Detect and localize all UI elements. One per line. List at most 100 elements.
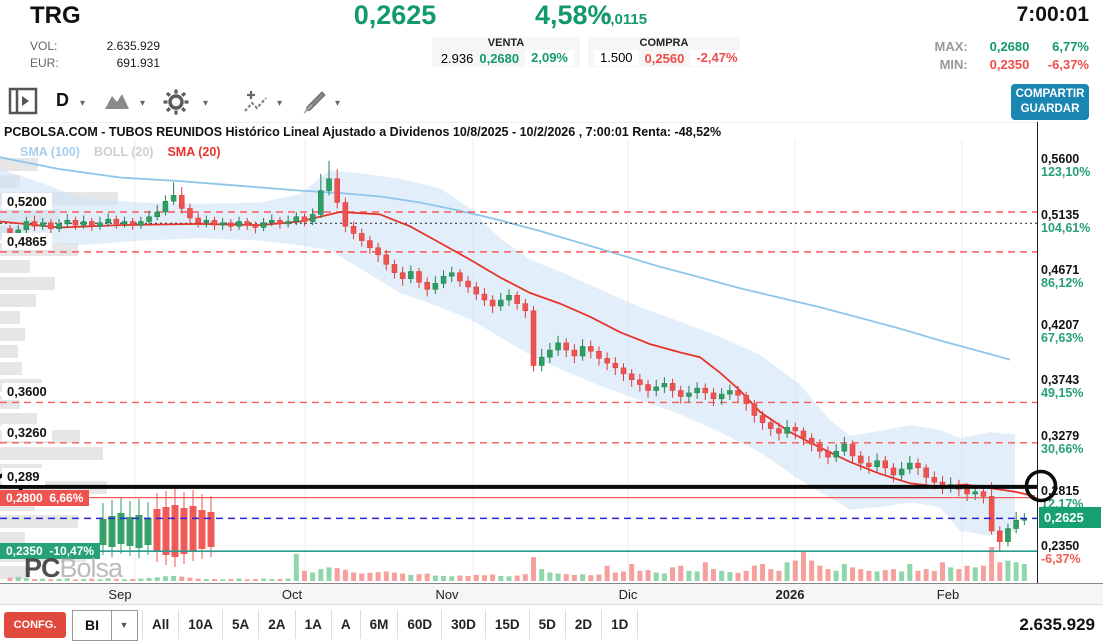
ask-percent: 2,09% [525,50,574,66]
add-indicator-icon [244,91,267,112]
watermark-bold: PC [24,553,61,583]
candle [277,220,283,225]
max-percent: 6,77% [1052,39,1089,54]
candle [898,468,905,476]
timeframe-button[interactable]: D [56,90,69,110]
period-button-5a[interactable]: 5A [223,610,260,639]
eur-row: EUR: 691.931 [30,56,160,70]
candle [841,443,848,452]
candle [620,367,627,375]
x-axis-label: Sep [108,587,132,602]
candle [645,384,651,391]
candle [866,462,872,467]
period-button-10a[interactable]: 10A [179,610,224,639]
settings-caret-icon[interactable]: ▾ [203,98,209,109]
candle [972,491,978,495]
price-axis[interactable]: 0,5600 123,10% 0,5135 104,61% 0,4671 86,12% 0,… [1037,122,1103,583]
gear-icon [163,89,189,115]
chart-style-caret-icon[interactable]: ▾ [140,98,146,109]
candle [170,195,177,202]
pencil-icon [303,91,326,114]
period-button-1d[interactable]: 1D [602,610,639,639]
panel-toggle-button[interactable] [8,86,38,121]
candle [146,216,152,222]
chart-style-button[interactable] [104,92,130,115]
settings-button[interactable] [163,89,189,120]
candle [784,427,790,434]
candle [375,247,381,256]
candle [588,346,594,352]
candle [318,190,324,215]
ask-quantity: 2.936 [440,50,474,66]
candle [522,303,529,312]
min-label: MIN: [939,57,968,72]
candle [64,220,71,225]
candle [857,455,864,464]
quote-time: 7:00:01 [1016,3,1089,26]
indicators-caret-icon[interactable]: ▾ [277,98,283,109]
period-button-5d[interactable]: 5D [530,610,566,639]
candle [637,379,643,385]
candle [342,202,349,227]
period-button-60d[interactable]: 60D [398,610,443,639]
timeframe-caret-icon[interactable]: ▾ [80,98,86,109]
x-axis-label: 2026 [775,587,805,602]
candle [72,220,79,226]
candle [424,281,430,290]
period-button-2a[interactable]: 2A [259,610,296,639]
y-axis-tick: 0,4207 67,63% [1041,318,1084,346]
candle [228,222,234,227]
candle [465,280,471,288]
period-button-30d[interactable]: 30D [442,610,486,639]
candle [301,216,308,222]
candle [105,218,111,223]
ask-title: VENTA [487,37,525,49]
max-label: MAX: [934,39,968,54]
draw-caret-icon[interactable]: ▾ [335,98,341,109]
share-save-button[interactable]: COMPARTIR GUARDAR [1011,84,1089,120]
candle [547,349,553,358]
config-button[interactable]: CONFG. [4,612,66,638]
candle [113,218,120,225]
legend-item[interactable]: BOLL (20) [93,145,154,159]
candle [293,216,300,222]
candle [416,271,422,283]
period-button-1a[interactable]: 1A [296,610,332,639]
candle [743,395,749,404]
candle [31,221,38,227]
period-button-a[interactable]: A [332,610,361,639]
candle [358,233,365,241]
chart-toolbar: D ▾ ▾ ▾ ▾ ▾ COMPARTIR G [0,82,1103,122]
watermark-light: Bolsa [59,553,124,583]
candle [596,350,602,359]
candle [39,222,46,227]
chart-legend: SMA (100) BOLL (20) SMA (20) [20,145,234,159]
candle [604,358,610,364]
period-button-6m[interactable]: 6M [361,610,399,639]
candle [628,373,635,381]
price-chart-canvas[interactable] [0,123,1037,584]
interval-caret-icon[interactable]: ▼ [111,611,136,640]
panel-toggle-icon [8,87,38,115]
period-button-all[interactable]: All [142,610,180,639]
time-axis[interactable]: Sep Oct Nov Dic 2026 Feb [0,583,1103,605]
candle [48,222,54,229]
candle [326,178,332,191]
candle [808,437,815,445]
candle [391,264,398,273]
candle [988,496,995,532]
candle [203,220,210,223]
indicators-button[interactable] [243,90,269,119]
period-button-2d[interactable]: 2D [566,610,603,639]
legend-item[interactable]: SMA (20) [167,145,221,159]
min-row: MIN: 0,2350 -6,37% [940,57,1089,72]
candle [563,342,569,351]
candle [1013,519,1019,529]
interval-select[interactable]: BI ▼ [72,610,138,641]
candle [907,462,913,470]
bottom-toolbar: CONFG. BI ▼ All 10A 5A 2A 1A A 6M 60D 30D 15D 5D 2D… [0,605,1103,643]
draw-button[interactable] [303,90,329,119]
period-button-15d[interactable]: 15D [486,610,530,639]
candle [457,272,463,282]
legend-item[interactable]: SMA (100) [20,145,80,159]
